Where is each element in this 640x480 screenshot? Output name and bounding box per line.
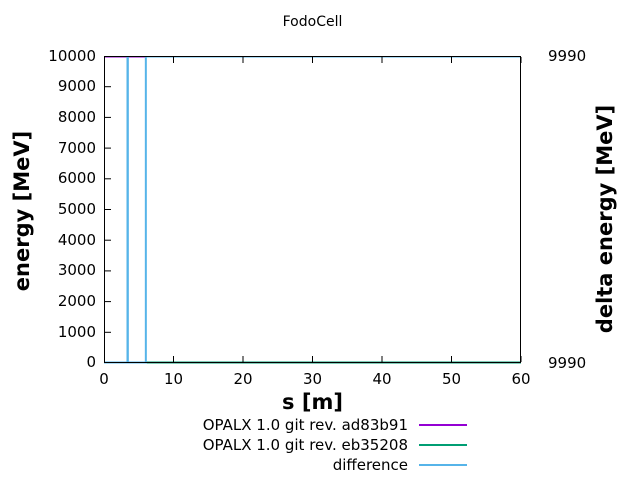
legend-item-label: OPALX 1.0 git rev. eb35208	[202, 436, 408, 454]
y-tick-label: 8000	[57, 107, 96, 126]
plot-area	[104, 56, 522, 364]
legend-line-sample	[419, 444, 467, 446]
legend-item-label: OPALX 1.0 git rev. ad83b91	[202, 416, 408, 434]
chart-title: FodoCell	[282, 14, 343, 30]
y-tick-label: 7000	[57, 138, 96, 157]
y2-axis-label-text: delta energy [MeV]	[593, 104, 617, 334]
x-axis-label-text: s [m]	[282, 390, 343, 414]
legend: OPALX 1.0 git rev. ad83b91 OPALX 1.0 git…	[100, 415, 467, 475]
y-tick-label: 6000	[57, 169, 96, 188]
x-tick-label: 0	[99, 370, 109, 388]
y-tick-label: 2000	[57, 292, 96, 311]
y-tick-label: 0	[86, 353, 96, 371]
legend-item: difference	[100, 455, 467, 475]
y-tick-label: 5000	[57, 200, 96, 218]
legend-item-label: difference	[332, 456, 408, 474]
y-tick-label: 3000	[57, 261, 96, 280]
x-tick-label: 40	[372, 370, 392, 388]
series-line-2	[104, 56, 521, 364]
x-tick-label: 20	[233, 370, 253, 388]
x-tick-label: 50	[441, 370, 462, 388]
plot-border	[104, 56, 521, 363]
legend-line-sample	[419, 464, 467, 466]
y-tick-label: 10000	[48, 47, 96, 65]
legend-item: OPALX 1.0 git rev. eb35208	[100, 435, 467, 455]
y-tick-label: 9000	[57, 77, 96, 96]
legend-line-sample	[419, 424, 467, 426]
x-tick-label: 10	[163, 370, 184, 388]
x-tick-label: 60	[511, 370, 531, 388]
y-tick-label: 4000	[57, 230, 96, 249]
y2-tick-bottom: 9990	[548, 354, 587, 372]
legend-item: OPALX 1.0 git rev. ad83b91	[100, 415, 467, 435]
y2-tick-top: 9990	[548, 47, 587, 65]
x-tick-label: 30	[302, 370, 323, 388]
y-tick-label: 1000	[57, 322, 96, 341]
x-axis-label: s [m]	[104, 390, 521, 414]
